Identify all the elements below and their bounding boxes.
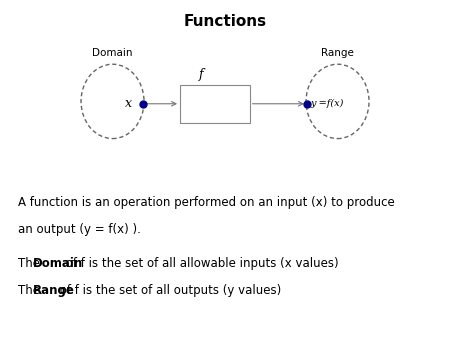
Text: Functions: Functions	[184, 14, 266, 28]
Text: Domain: Domain	[32, 257, 83, 270]
Text: The: The	[18, 257, 44, 270]
Text: The: The	[18, 284, 44, 297]
Text: of f is the set of all outputs (y values): of f is the set of all outputs (y values…	[56, 284, 281, 297]
Text: x: x	[125, 97, 132, 110]
Text: Domain: Domain	[92, 48, 133, 58]
Text: Range: Range	[32, 284, 74, 297]
Point	[140, 101, 147, 106]
Text: f: f	[199, 68, 204, 81]
Text: an output (y = f(x) ).: an output (y = f(x) ).	[18, 223, 141, 236]
Text: Range: Range	[321, 48, 354, 58]
Point	[303, 101, 310, 106]
Text: A function is an operation performed on an input (x) to produce: A function is an operation performed on …	[18, 196, 395, 209]
Text: y =f(x): y =f(x)	[310, 99, 344, 108]
Text: of f is the set of all allowable inputs (x values): of f is the set of all allowable inputs …	[62, 257, 338, 270]
